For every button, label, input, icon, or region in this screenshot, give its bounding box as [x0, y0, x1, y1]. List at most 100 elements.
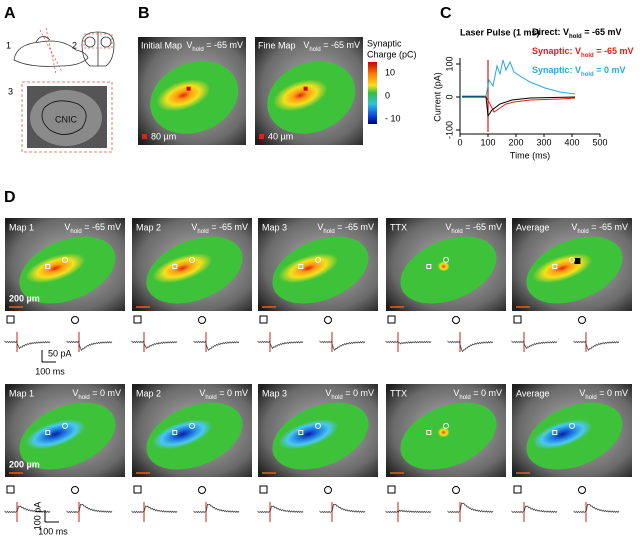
trace-circle	[573, 503, 620, 514]
map-region	[400, 402, 497, 470]
y-tick-label: 0	[444, 94, 454, 99]
site-square	[45, 264, 51, 269]
x-tick-label: 0	[457, 137, 462, 147]
v-value: = -65 mV	[335, 222, 374, 232]
square-symbol	[133, 485, 142, 494]
v-hold-label: Vhold = 0 mV	[199, 388, 248, 400]
time-label: 100 ms	[38, 526, 68, 536]
colorbar-tick: 0	[385, 90, 390, 100]
panel-a-drawings	[13, 27, 115, 153]
amp-label: 50 pA	[48, 348, 72, 358]
square-symbol	[133, 315, 142, 324]
x-tick-label: 500	[592, 137, 607, 147]
v-subscript: hold	[577, 229, 588, 235]
v-symbol: V	[199, 388, 205, 398]
v-symbol: V	[579, 388, 585, 398]
v-value: = 0 mV	[594, 65, 626, 75]
x-tick-label: 300	[536, 137, 551, 147]
stim-site	[186, 86, 191, 91]
colorbar	[368, 62, 377, 124]
v-subscript: hold	[459, 395, 470, 401]
trace-square	[385, 509, 432, 514]
v-symbol: V	[445, 222, 451, 232]
v-subscript: hold	[581, 72, 594, 78]
trace-circle	[193, 503, 240, 514]
v-symbol: V	[325, 388, 331, 398]
map-title: Map 2	[136, 222, 161, 232]
x-tick-label: 400	[564, 137, 579, 147]
x-tick-label: 100	[480, 137, 495, 147]
map-title: Map 3	[262, 222, 287, 232]
map-title: Map 1	[9, 388, 34, 398]
v-subscript: hold	[70, 229, 81, 235]
v-hold-label: Vhold = -65 mV	[191, 222, 248, 234]
site-circle	[569, 422, 575, 429]
v-value: = -65 mV	[204, 40, 243, 50]
v-hold-label: Vhold = -65 mV	[571, 222, 628, 234]
panel-label: A	[4, 5, 16, 22]
legend-entry: Synaptic: Vhold = 0 mV	[532, 65, 625, 77]
v-value: = 0 mV	[597, 388, 628, 398]
step-number: 2	[72, 40, 77, 50]
amp-label: 100 pA	[32, 502, 42, 531]
trace-square	[131, 505, 178, 514]
v-hold-label: Vhold = -65 mV	[64, 222, 121, 234]
v-value: = -65 mV	[589, 222, 628, 232]
site-circle	[62, 256, 68, 263]
legend-entry: Synaptic: Vhold = -65 mV	[532, 46, 633, 58]
square-symbol	[513, 315, 522, 324]
circle-symbol	[324, 486, 332, 494]
site-circle	[443, 422, 449, 429]
v-value: = 0 mV	[343, 388, 374, 398]
scale-marker	[259, 134, 264, 139]
map-title: TTX	[390, 222, 407, 232]
colorbar-title: Synaptic	[367, 38, 402, 48]
map-hotspot	[152, 253, 213, 284]
step-number: 1	[6, 40, 11, 50]
v-symbol: V	[571, 222, 577, 232]
map-hotspot	[437, 427, 450, 438]
pulse-title: Laser Pulse (1 ms)	[460, 27, 540, 37]
colorbar-title: Charge (pC)	[367, 49, 417, 59]
v-hold-label: Vhold = 0 mV	[579, 388, 628, 400]
map-title: Map 1	[9, 222, 34, 232]
circle-symbol	[198, 316, 206, 324]
site-square	[426, 430, 432, 435]
v-value: = -65 mV	[582, 27, 622, 37]
v-symbol: V	[317, 222, 323, 232]
v-hold-label: Vhold = -65 mV	[303, 40, 360, 52]
panel-c-plot	[459, 58, 600, 135]
site-circle	[443, 256, 449, 263]
map-hotspot	[273, 79, 328, 112]
v-symbol: V	[64, 222, 70, 232]
v-symbol: V	[303, 40, 309, 50]
v-value: = 0 mV	[217, 388, 248, 398]
map-hotspot	[532, 419, 593, 450]
v-symbol: V	[563, 27, 569, 37]
map-region	[400, 236, 497, 304]
site-square	[426, 264, 432, 269]
map-hotspot	[437, 261, 450, 272]
site-square	[552, 430, 558, 435]
circle-symbol	[578, 316, 586, 324]
map-hotspot	[25, 253, 86, 284]
v-subscript: hold	[581, 53, 594, 59]
trace-circle	[193, 340, 240, 352]
map-title: Average	[516, 388, 549, 398]
trace-square	[511, 340, 558, 350]
v-symbol: V	[575, 65, 581, 75]
y-tick-label: -100	[444, 121, 454, 139]
v-symbol: V	[453, 388, 459, 398]
site-circle	[315, 422, 321, 429]
v-hold-label: Vhold = -65 mV	[317, 222, 374, 234]
v-subscript: hold	[331, 395, 342, 401]
v-value: = -65 mV	[209, 222, 248, 232]
map-scale-label: 200 µm	[9, 459, 40, 469]
square-symbol	[259, 485, 268, 494]
scale-marker	[142, 134, 147, 139]
legend-label: Synaptic:	[532, 65, 575, 75]
map-title: TTX	[390, 388, 407, 398]
v-hold-label: Vhold = 0 mV	[453, 388, 502, 400]
y-axis-label: Current (pA)	[432, 72, 442, 122]
v-value: = 0 mV	[471, 388, 502, 398]
